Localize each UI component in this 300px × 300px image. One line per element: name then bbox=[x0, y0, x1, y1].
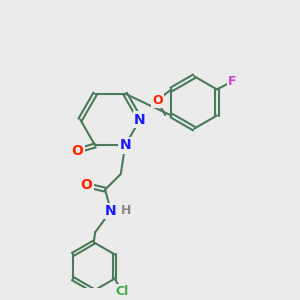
Text: O: O bbox=[72, 144, 83, 158]
Text: N: N bbox=[134, 112, 146, 127]
Text: H: H bbox=[121, 205, 131, 218]
Text: O: O bbox=[152, 94, 163, 107]
Text: Cl: Cl bbox=[115, 285, 128, 298]
Text: N: N bbox=[119, 139, 131, 152]
Text: F: F bbox=[228, 75, 237, 88]
Text: O: O bbox=[81, 178, 93, 192]
Text: N: N bbox=[105, 204, 117, 218]
